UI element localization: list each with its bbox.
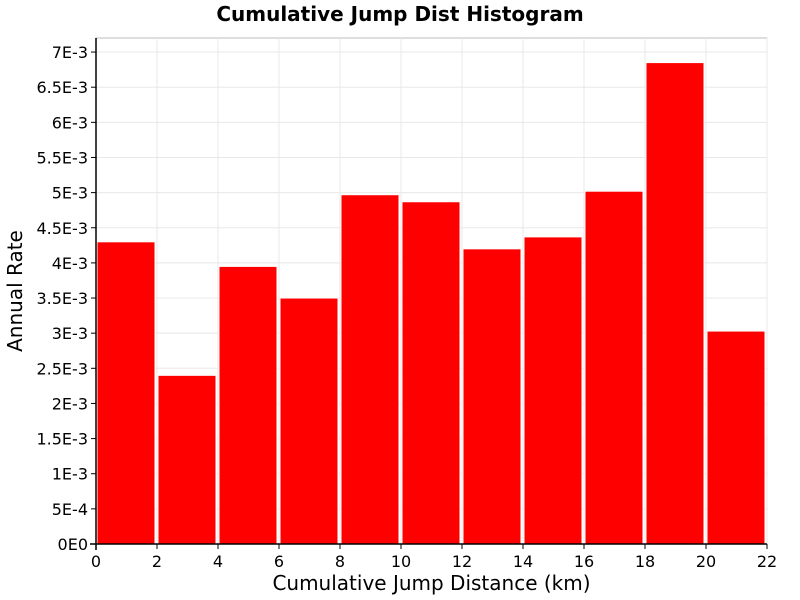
x-tick-label: 14	[513, 552, 533, 571]
chart-title: Cumulative Jump Dist Histogram	[216, 2, 584, 26]
y-tick-label: 5E-3	[52, 184, 88, 203]
histogram-bar	[218, 265, 278, 545]
x-tick-label: 18	[635, 552, 655, 571]
y-tick-label: 6E-3	[52, 113, 88, 132]
y-tick-label: 3.5E-3	[36, 289, 88, 308]
y-tick-label: 6.5E-3	[36, 78, 88, 97]
axes-layer	[90, 38, 767, 550]
histogram-bar	[279, 297, 339, 545]
y-tick-label: 5E-4	[52, 500, 88, 519]
x-tick-label: 12	[452, 552, 472, 571]
x-tick-label: 0	[91, 552, 101, 571]
y-tick-label: 4.5E-3	[36, 219, 88, 238]
x-axis-label: Cumulative Jump Distance (km)	[272, 571, 590, 595]
histogram-bar	[462, 248, 522, 545]
y-tick-label: 5.5E-3	[36, 148, 88, 167]
histogram-bar	[645, 62, 705, 545]
y-tick-label: 0E0	[58, 535, 88, 554]
y-axis-label: Annual Rate	[3, 230, 27, 352]
x-tick-label: 2	[152, 552, 162, 571]
histogram-bar	[96, 241, 156, 545]
x-tick-label: 4	[213, 552, 223, 571]
y-tick-label: 7E-3	[52, 43, 88, 62]
histogram-bar	[340, 194, 400, 545]
x-tick-label: 10	[391, 552, 411, 571]
histogram-bar	[584, 190, 644, 545]
x-tick-label: 20	[696, 552, 716, 571]
histogram-bar	[157, 374, 217, 545]
x-tick-label: 8	[335, 552, 345, 571]
y-tick-label: 1E-3	[52, 465, 88, 484]
y-tick-label: 2E-3	[52, 394, 88, 413]
histogram-bar	[706, 330, 766, 545]
y-tick-label: 3E-3	[52, 324, 88, 343]
x-tick-label: 16	[574, 552, 594, 571]
histogram-bar	[401, 201, 461, 545]
bars-layer	[96, 62, 766, 545]
y-tick-label: 4E-3	[52, 254, 88, 273]
x-tick-label: 22	[757, 552, 777, 571]
y-tick-label: 1.5E-3	[36, 430, 88, 449]
x-tick-label: 6	[274, 552, 284, 571]
y-tick-label: 2.5E-3	[36, 359, 88, 378]
ticks-layer: 0E0 5E-4 1E-3 1.5E-3 2E-3 2.5E-3 3E-3 3.5E-3 4E-…	[36, 43, 777, 571]
histogram-bar	[523, 236, 583, 545]
